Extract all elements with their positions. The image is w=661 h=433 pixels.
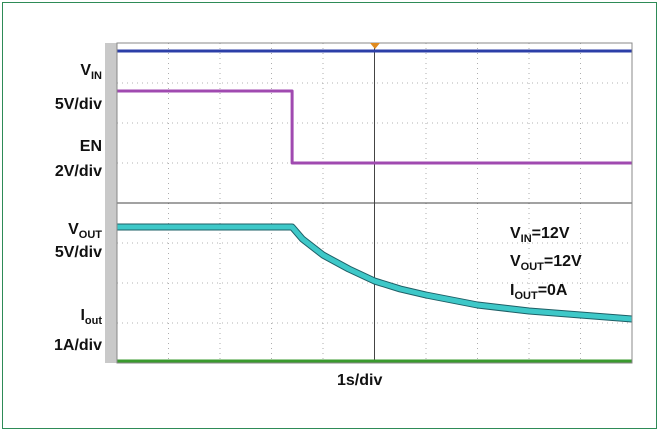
trigger-marker	[369, 42, 380, 49]
en-label: EN	[79, 138, 102, 155]
condition-iout-sub: OUT	[514, 290, 538, 302]
vin-label: VIN	[80, 62, 102, 82]
iout-label: Iout	[80, 307, 102, 327]
iout-scale-label: 1A/div	[53, 337, 102, 354]
oscilloscope-plot	[104, 42, 632, 363]
condition-iout-main: I	[510, 282, 515, 299]
condition-iout-value: =0A	[537, 282, 568, 299]
condition-vin-sub: IN	[520, 233, 532, 245]
condition-vout-sub: OUT	[520, 261, 544, 273]
vin-label-sub: IN	[91, 70, 102, 82]
vin-scale-label: 5V/div	[54, 96, 102, 113]
left-strip	[104, 42, 117, 363]
vout-label-sub: OUT	[78, 229, 102, 241]
figure-frame: VIN 5V/div EN 2V/div VOUT 5V/div Iout 1A…	[2, 2, 657, 429]
condition-vin: VIN=12V	[510, 225, 570, 245]
vout-label-main: V	[68, 221, 79, 238]
en-scale-label: 2V/div	[54, 163, 102, 180]
condition-vout-value: =12V	[543, 253, 582, 270]
condition-vout: VOUT=12V	[510, 253, 582, 273]
condition-vin-main: V	[510, 225, 521, 242]
iout-label-sub: out	[84, 315, 102, 327]
x-axis-label: 1s/div	[337, 372, 383, 389]
vout-label: VOUT	[68, 221, 102, 241]
vin-label-main: V	[80, 62, 91, 79]
condition-iout: IOUT=0A	[510, 282, 568, 302]
vout-scale-label: 5V/div	[54, 244, 102, 261]
trace-en	[116, 89, 632, 164]
condition-vin-value: =12V	[531, 225, 570, 242]
traces	[116, 49, 632, 362]
trace-vout	[116, 224, 632, 321]
grid	[116, 42, 632, 363]
condition-vout-main: V	[510, 253, 521, 270]
iout-label-main: I	[80, 307, 85, 324]
